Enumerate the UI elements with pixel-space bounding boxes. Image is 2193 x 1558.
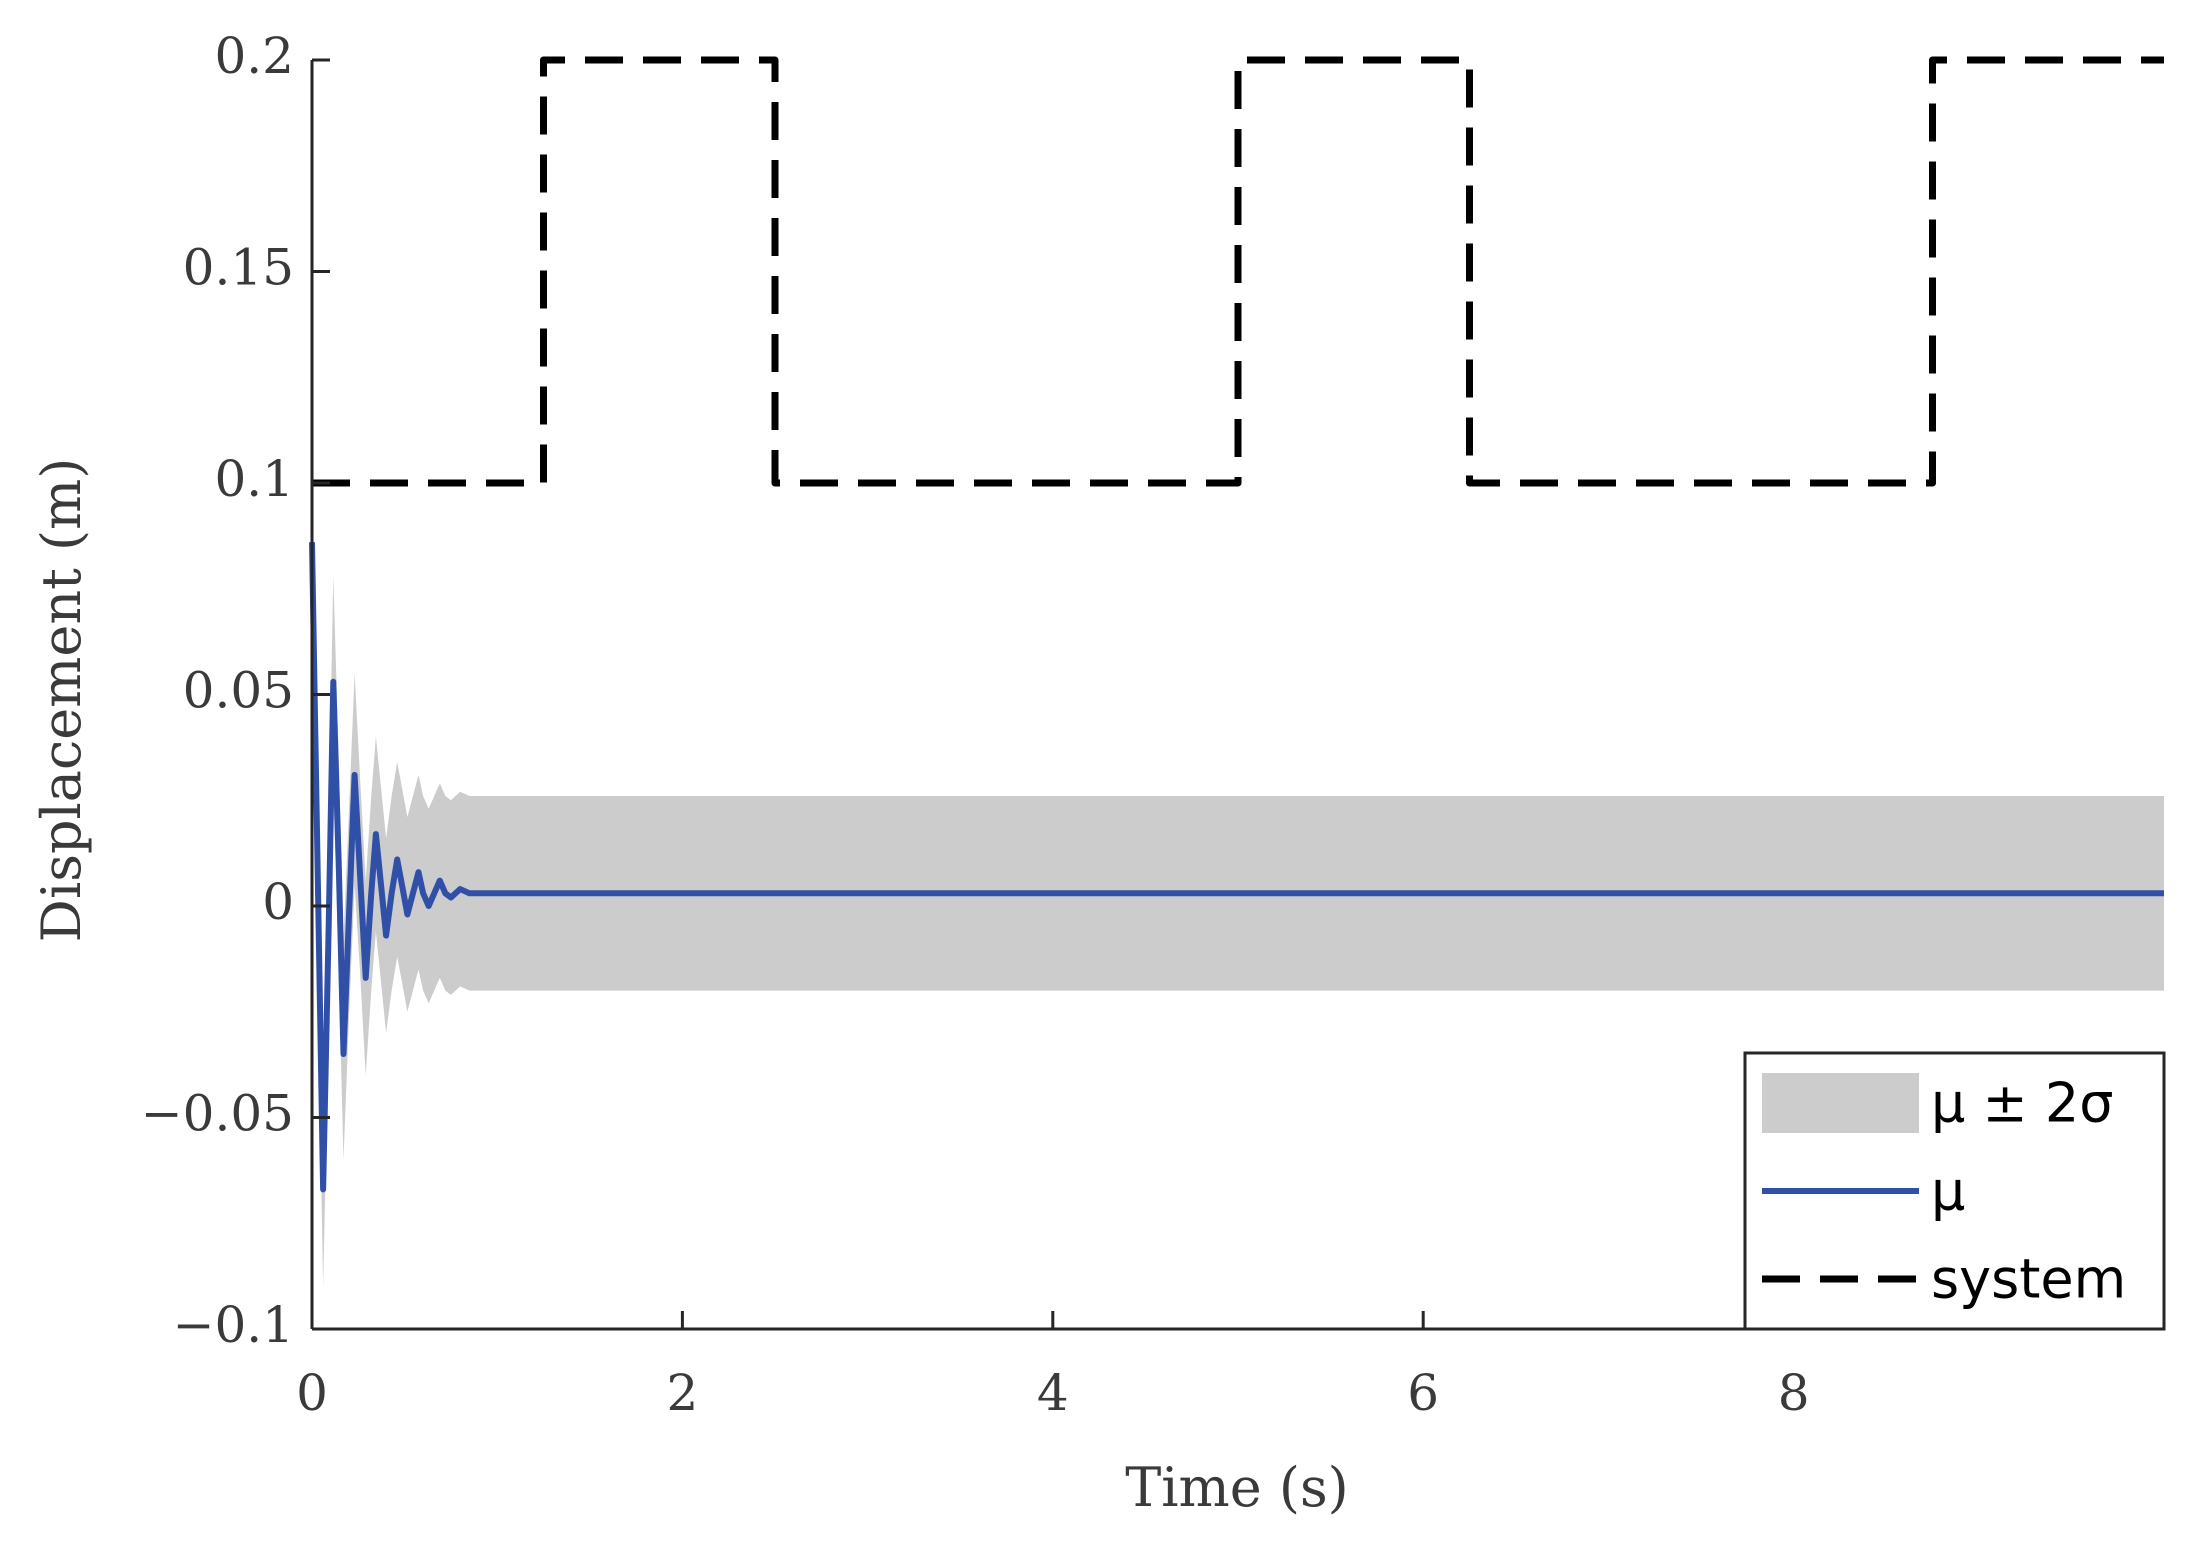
x-tick-label: 0 — [296, 1364, 328, 1422]
y-tick-label: 0.1 — [214, 450, 294, 508]
x-tick-label: 8 — [1778, 1364, 1810, 1422]
x-tick-label: 6 — [1407, 1364, 1439, 1422]
x-tick-label: 4 — [1037, 1364, 1069, 1422]
x-tick-label: 2 — [666, 1364, 698, 1422]
y-tick-label: 0 — [262, 873, 294, 931]
x-axis-label: Time (s) — [1125, 1456, 1348, 1519]
y-tick-label: 0.05 — [183, 662, 294, 720]
legend-swatch — [1762, 1073, 1919, 1133]
legend-label: system — [1931, 1248, 2126, 1311]
confidence-band — [312, 461, 2164, 1287]
y-tick-label: 0.15 — [183, 239, 294, 297]
y-tick-label: 0.2 — [214, 27, 294, 85]
y-axis-label: Displacement (m) — [30, 458, 93, 943]
legend-label: μ — [1931, 1160, 1965, 1223]
y-tick-label: −0.05 — [141, 1085, 294, 1143]
mean-line — [309, 542, 2164, 1193]
legend-label: μ ± 2σ — [1931, 1072, 2114, 1135]
system-line — [312, 56, 2164, 487]
y-tick-label: −0.1 — [173, 1296, 294, 1354]
